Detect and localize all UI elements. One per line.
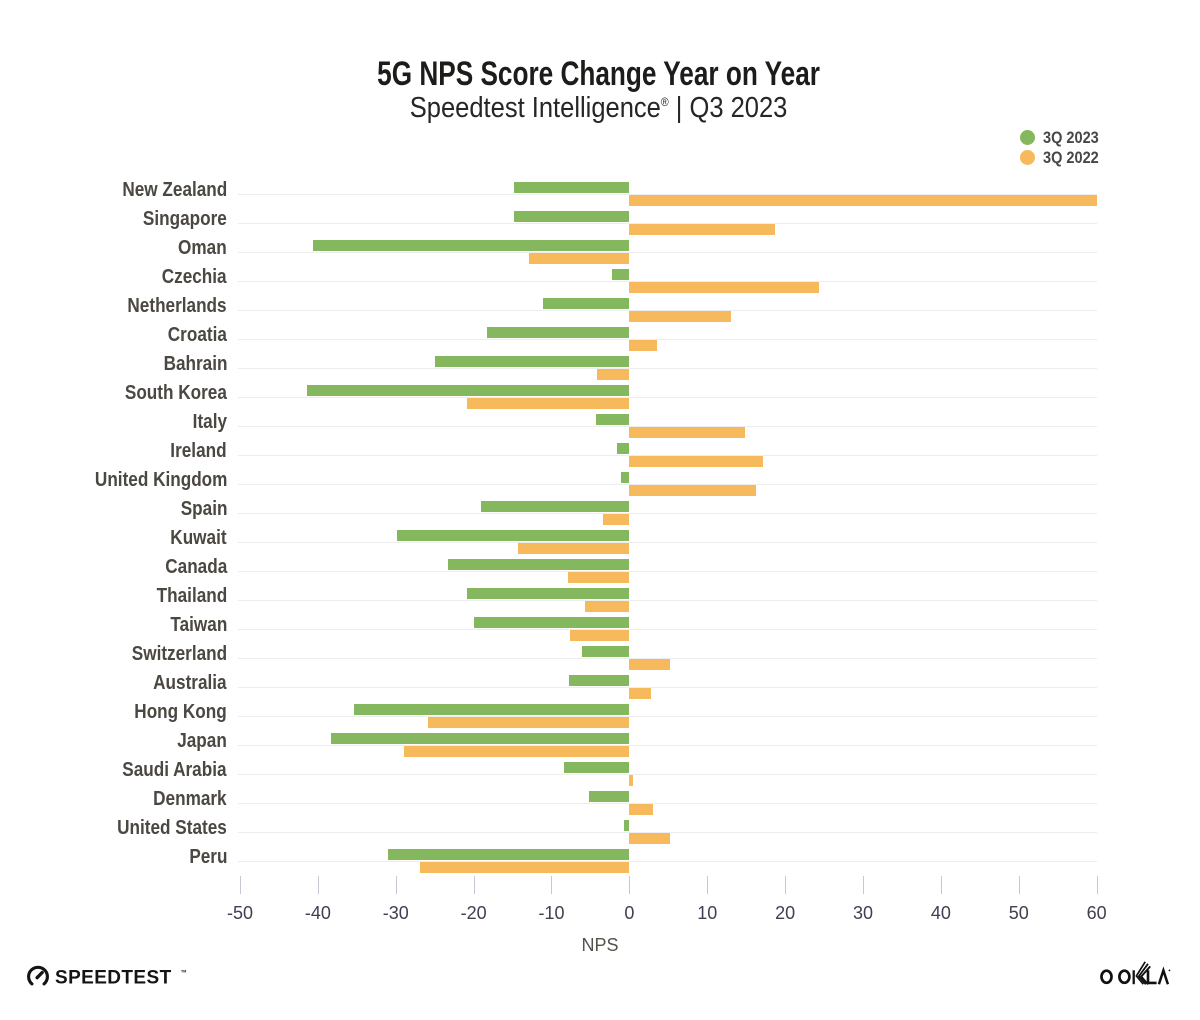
svg-text:TM: TM [181, 969, 186, 973]
svg-text:SPEEDTEST: SPEEDTEST [55, 968, 172, 989]
